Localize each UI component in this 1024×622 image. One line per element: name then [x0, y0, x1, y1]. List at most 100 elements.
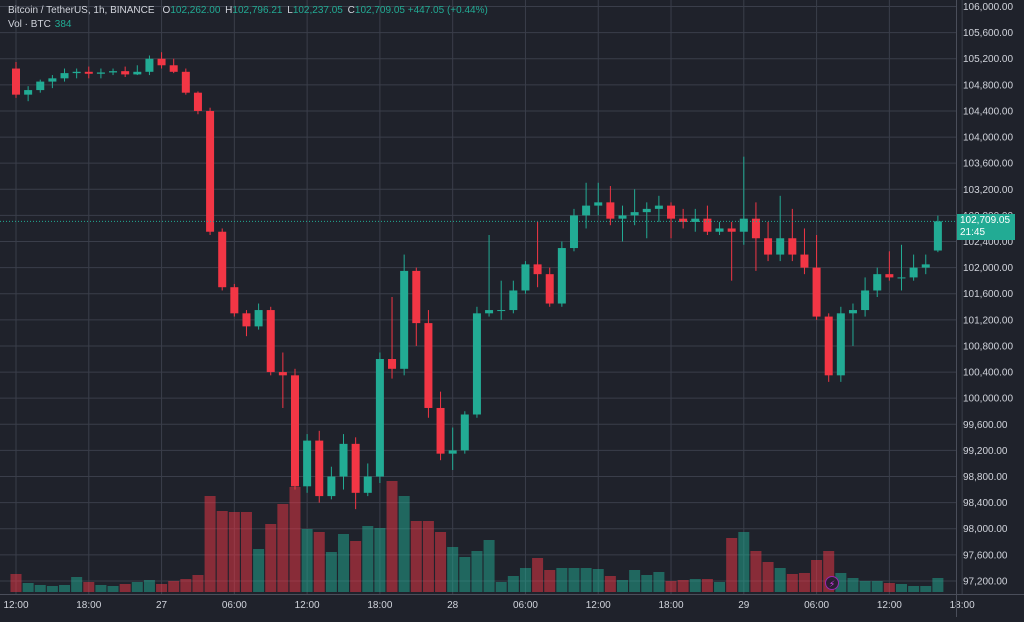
candle-body [254, 310, 263, 327]
x-tick-label: 12:00 [586, 600, 611, 611]
volume-bar [774, 568, 786, 592]
volume-bar [228, 512, 240, 592]
y-tick-label: 98,800.00 [963, 472, 1008, 483]
volume-bar [22, 583, 34, 592]
y-tick-label: 102,400.00 [963, 237, 1013, 248]
volume-bar [629, 570, 641, 592]
x-tick-label: 27 [156, 600, 168, 611]
candle-body [278, 372, 287, 376]
volume-bar [701, 579, 713, 592]
volume-bar [350, 541, 362, 592]
candle-body [533, 264, 542, 275]
volume-bar [131, 582, 143, 592]
candle-body [582, 205, 591, 216]
last-price-value: 102,709.05 [960, 215, 1011, 227]
volume-bar [762, 562, 774, 592]
y-tick-label: 103,600.00 [963, 159, 1013, 170]
volume-bar [920, 586, 932, 592]
volume-bar [459, 557, 471, 592]
volume-bar [156, 584, 168, 592]
volume-bar [374, 528, 386, 592]
volume-bar [556, 568, 568, 592]
volume-bar [313, 532, 325, 592]
candle-body [630, 212, 639, 216]
candle-body [206, 110, 215, 232]
volume-bar [362, 526, 374, 592]
volume-bar [786, 574, 798, 592]
volume-bar [325, 552, 337, 592]
volume-bar [34, 585, 46, 592]
volume-bar [714, 582, 726, 592]
candle-body [594, 202, 603, 206]
open-value: 102,262.00 [170, 5, 221, 16]
x-tick-label: 06:00 [222, 600, 247, 611]
candle-body [109, 71, 118, 73]
lightning-icon[interactable]: ⚡ [825, 576, 839, 590]
volume-bar [277, 504, 289, 592]
candle-body [157, 58, 166, 66]
volume-bar [59, 585, 71, 592]
candle-body [375, 359, 384, 477]
volume-bar [750, 551, 762, 592]
candle-body [24, 90, 33, 95]
volume-bar [95, 585, 107, 592]
volume-bar [811, 560, 823, 592]
volume-bar [726, 538, 738, 592]
candles [0, 52, 956, 510]
candle-body [679, 218, 688, 222]
volume-bars [10, 481, 944, 592]
volume-bar [871, 581, 883, 592]
x-tick-label: 18:00 [950, 600, 975, 611]
countdown-value: 21:45 [960, 227, 986, 239]
volume-bar [240, 512, 252, 592]
symbol-label[interactable]: Bitcoin / TetherUS, 1h, BINANCE [8, 5, 155, 16]
volume-bar [495, 582, 507, 592]
volume-bar [435, 532, 447, 592]
volume-bar [301, 529, 313, 592]
candle-body [764, 238, 773, 255]
volume-bar [847, 578, 859, 592]
x-tick-label: 28 [447, 600, 459, 611]
volume-bar [580, 568, 592, 592]
y-tick-label: 102,000.00 [963, 263, 1013, 274]
y-tick-label: 100,800.00 [963, 341, 1013, 352]
candle-body [72, 71, 81, 74]
candle-body [472, 313, 481, 415]
volume-bar [932, 578, 944, 592]
candle-body [436, 407, 445, 454]
last-price-tag: 102,709.05 21:45 [957, 214, 1015, 241]
x-tick-label: 12:00 [3, 600, 28, 611]
y-tick-label: 104,800.00 [963, 80, 1013, 91]
candle-body [788, 238, 797, 255]
candle-body [303, 440, 312, 487]
volume-bar [143, 580, 155, 592]
y-tick-label: 101,200.00 [963, 315, 1013, 326]
candle-body [715, 228, 724, 232]
candle-body [448, 450, 457, 454]
candle-body [48, 78, 57, 82]
legend: Bitcoin / TetherUS, 1h, BINANCE O102,262… [8, 4, 488, 32]
candle-body [873, 274, 882, 291]
volume-bar [398, 496, 410, 592]
candle-body [169, 65, 178, 72]
candle-body [327, 476, 336, 497]
volume-label[interactable]: Vol · BTC [8, 19, 51, 30]
volume-bar [507, 576, 519, 592]
candle-body [242, 313, 251, 327]
volume-bar [604, 576, 616, 592]
candle-body [145, 58, 154, 72]
candle-body [703, 218, 712, 232]
candle-body [400, 270, 409, 369]
volume-bar [665, 581, 677, 592]
volume-bar [677, 580, 689, 592]
candle-body [654, 205, 663, 209]
y-tick-label: 104,000.00 [963, 133, 1013, 144]
volume-bar [653, 572, 665, 592]
close-value: 102,709.05 [354, 5, 405, 16]
candle-body [897, 277, 906, 279]
candle-body [885, 274, 894, 278]
volume-value: 384 [54, 19, 72, 30]
volume-bar [83, 582, 95, 592]
